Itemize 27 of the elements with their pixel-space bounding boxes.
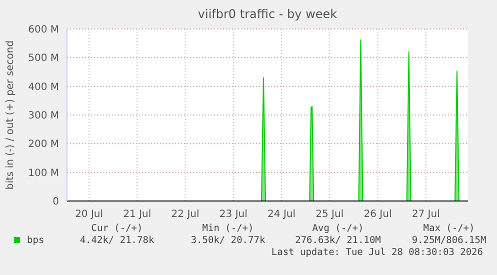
- x-tick-label: 23 Jul: [219, 209, 248, 220]
- text: Cur (-/+): [91, 223, 143, 234]
- y-tick-label: 100 M: [28, 168, 59, 179]
- text: Max (-/+): [423, 223, 475, 234]
- y-tick-label: 200 M: [28, 139, 59, 150]
- text: 4.42k/ 21.78k: [80, 235, 154, 246]
- x-tick-label: 25 Jul: [316, 209, 344, 220]
- y-tick-label: 500 M: [28, 53, 59, 64]
- text: Last update: Tue Jul 28 08:30:03 2026: [271, 247, 484, 258]
- x-tick-label: 27 Jul: [412, 209, 440, 220]
- y-tick-label: 600 M: [28, 24, 59, 36]
- chart-title: viifbr0 traffic - by week: [198, 7, 338, 21]
- x-tick-label: 26 Jul: [364, 209, 392, 220]
- text: 276.63k/ 21.10M: [295, 235, 382, 246]
- text: 9.25M/806.15M: [412, 235, 486, 246]
- text: Avg (-/+): [312, 223, 364, 234]
- y-tick-label: 300 M: [28, 110, 59, 122]
- x-tick-label: 21 Jul: [123, 209, 152, 220]
- x-tick-label: 22 Jul: [171, 209, 200, 220]
- x-tick-label: 20 Jul: [75, 209, 104, 220]
- y-tick-label: 0: [52, 196, 59, 208]
- y-axis-title: bits in (-) / out (+) per second: [5, 40, 16, 190]
- text: 3.50k/ 20.77k: [190, 235, 266, 246]
- text: Min (-/+): [202, 223, 254, 234]
- x-tick-label: 24 Jul: [268, 209, 296, 220]
- legend-label: bps: [27, 235, 44, 246]
- y-tick-label: 400 M: [28, 82, 59, 93]
